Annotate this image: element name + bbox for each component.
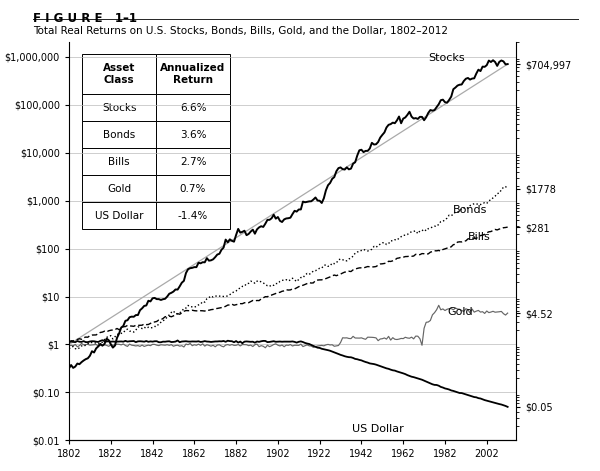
Text: US Dollar: US Dollar — [352, 424, 404, 434]
Text: Stocks: Stocks — [428, 53, 465, 63]
Text: Gold: Gold — [447, 307, 473, 317]
Text: Bonds: Bonds — [454, 204, 488, 215]
Text: Bills: Bills — [468, 232, 491, 242]
Text: Total Real Returns on U.S. Stocks, Bonds, Bills, Gold, and the Dollar, 1802–2012: Total Real Returns on U.S. Stocks, Bonds… — [33, 26, 448, 36]
Text: F I G U R E   1–1: F I G U R E 1–1 — [33, 12, 137, 25]
